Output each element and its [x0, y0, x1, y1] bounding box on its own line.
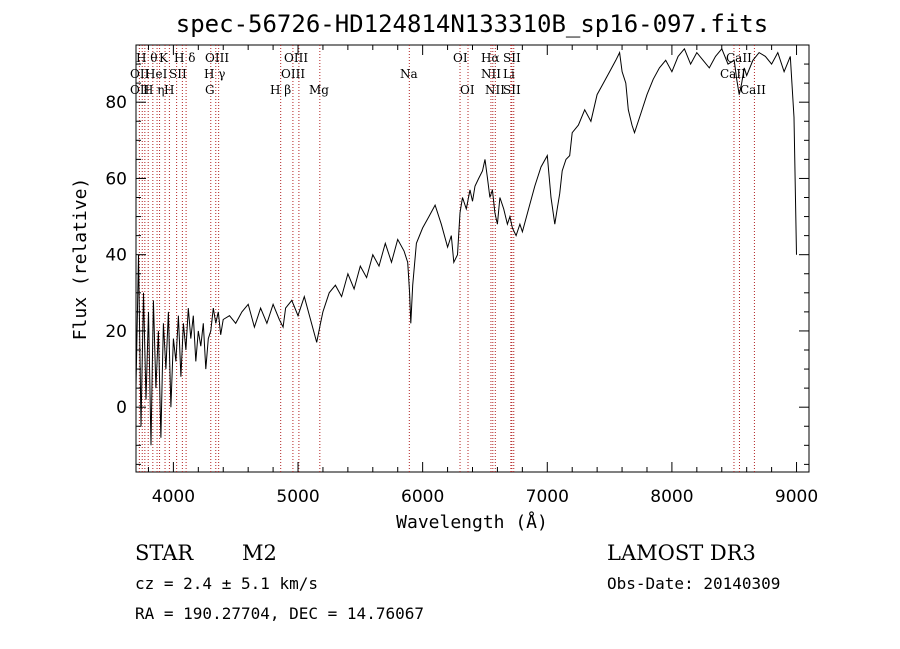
line-label-sii-b: SII — [169, 67, 187, 81]
line-label-sii-a: SII — [503, 51, 521, 65]
x-axis-label: Wavelength (Å) — [396, 511, 548, 533]
line-label-hbeta: H β — [270, 83, 291, 97]
line-label-caii-a: CaII — [726, 51, 752, 65]
line-label-oi-a: OI — [453, 51, 468, 65]
line-label-oiii-a: OIII — [205, 51, 229, 65]
line-label-na: Na — [400, 67, 418, 81]
obs-date: Obs-Date: 20140309 — [607, 574, 780, 593]
line-label-oii-a: OII — [130, 67, 150, 81]
line-label-nii-a: NII — [481, 67, 501, 81]
flux-series-line — [135, 47, 797, 446]
line-label-oi-b: OI — [460, 83, 475, 97]
line-label-hgamma: H γ — [204, 67, 225, 81]
line-label-caii-b: CaII — [720, 67, 746, 81]
survey-name: LAMOST DR3 — [607, 541, 756, 565]
coordinates: RA = 190.27704, DEC = 14.76067 — [135, 604, 424, 623]
line-label-g: G — [205, 83, 215, 97]
x-tick-label-8000: 8000 — [650, 487, 693, 507]
line-label-heta: H η — [143, 83, 164, 97]
redshift-cz: cz = 2.4 ± 5.1 km/s — [135, 574, 318, 593]
chart-title: spec-56726-HD124814N133310B_sp16-097.fit… — [176, 10, 768, 38]
axis-ticks — [136, 44, 809, 472]
plot-frame — [135, 44, 810, 473]
y-tick-label-40: 40 — [105, 246, 127, 266]
line-label-mg: Mg — [309, 83, 329, 97]
line-label-nii-b: NII — [485, 83, 505, 97]
spectral-line-markers — [138, 45, 755, 472]
x-tick-label-7000: 7000 — [526, 487, 569, 507]
line-label-oiii-b: OIII — [284, 51, 308, 65]
x-tick-label-5000: 5000 — [276, 487, 319, 507]
line-label-li: Li — [503, 67, 515, 81]
line-label-oiii-c: OIII — [281, 67, 305, 81]
y-tick-label-0: 0 — [116, 398, 127, 418]
axis-tick-labels: 4000 5000 6000 7000 8000 9000 0 20 40 60 80 — [105, 93, 818, 507]
line-label-hei: HeI — [145, 67, 168, 81]
x-tick-label-6000: 6000 — [401, 487, 444, 507]
line-labels: H θ K H δ OIII OIII OI Hα SII CaII OII H… — [130, 51, 766, 97]
object-subclass: M2 — [242, 541, 277, 565]
x-tick-label-9000: 9000 — [775, 487, 818, 507]
line-label-halpha: Hα — [481, 51, 500, 65]
object-type: STAR — [135, 541, 194, 565]
y-tick-label-20: 20 — [105, 322, 127, 342]
line-label-caii-c: CaII — [740, 83, 766, 97]
line-label-htheta: H θ — [136, 51, 158, 65]
line-label-hdelta: H δ — [174, 51, 196, 65]
line-label-oii-b: OII — [130, 83, 150, 97]
line-label-k: K — [159, 51, 169, 65]
y-tick-label-80: 80 — [105, 93, 127, 113]
y-axis-label: Flux (relative) — [70, 178, 91, 341]
line-label-sii-c: SII — [503, 83, 521, 97]
y-tick-label-60: 60 — [105, 169, 127, 189]
line-label-h: H — [164, 83, 174, 97]
x-tick-label-4000: 4000 — [152, 487, 195, 507]
